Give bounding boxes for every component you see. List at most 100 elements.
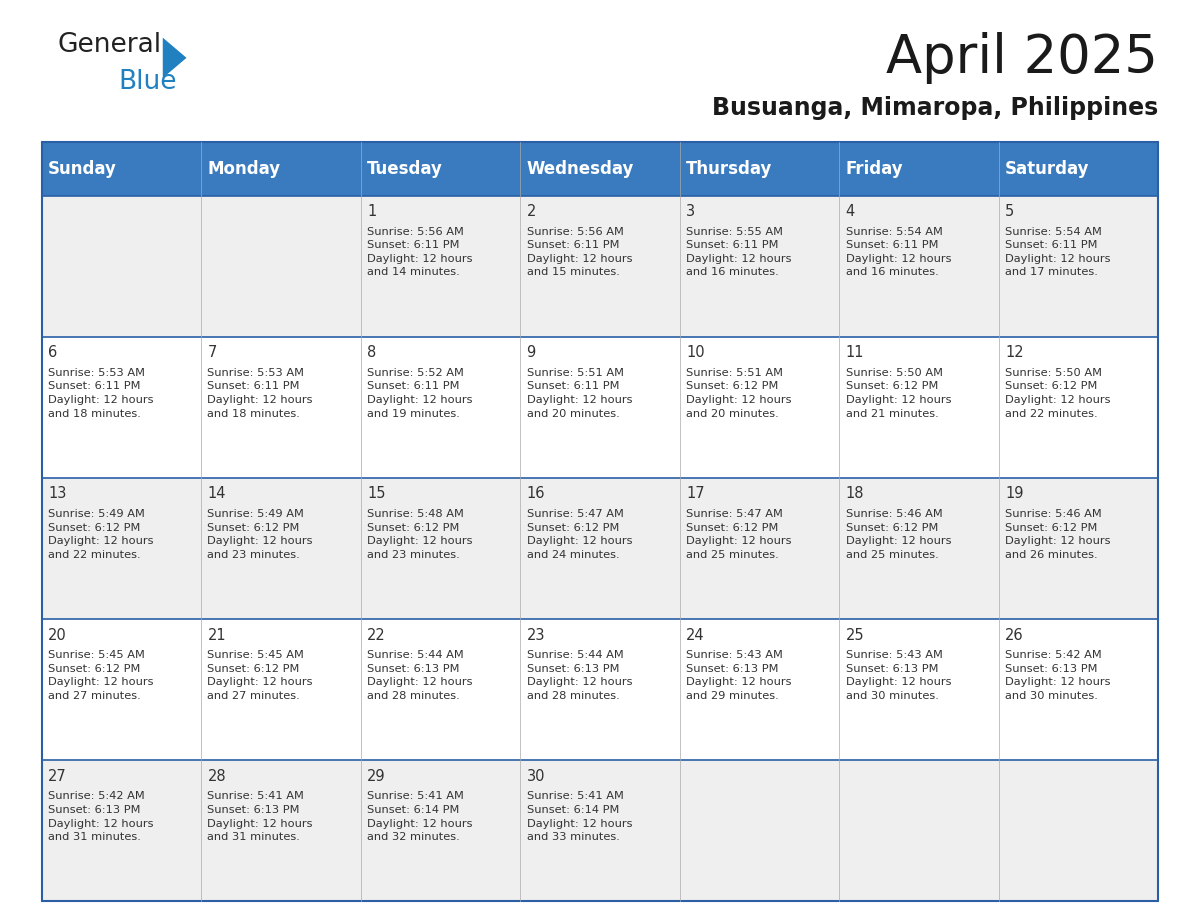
Text: Sunrise: 5:43 AM
Sunset: 6:13 PM
Daylight: 12 hours
and 30 minutes.: Sunrise: 5:43 AM Sunset: 6:13 PM Dayligh… <box>846 650 952 701</box>
Text: Monday: Monday <box>208 160 280 178</box>
Text: 16: 16 <box>526 487 545 501</box>
Bar <box>999 760 1158 901</box>
Text: Sunrise: 5:53 AM
Sunset: 6:11 PM
Daylight: 12 hours
and 18 minutes.: Sunrise: 5:53 AM Sunset: 6:11 PM Dayligh… <box>208 368 312 419</box>
Text: 26: 26 <box>1005 628 1024 643</box>
Text: Sunrise: 5:54 AM
Sunset: 6:11 PM
Daylight: 12 hours
and 17 minutes.: Sunrise: 5:54 AM Sunset: 6:11 PM Dayligh… <box>1005 227 1111 277</box>
Bar <box>520 337 680 478</box>
Bar <box>839 196 999 337</box>
Text: 17: 17 <box>687 487 704 501</box>
Text: 27: 27 <box>48 768 67 784</box>
Text: 20: 20 <box>48 628 67 643</box>
Text: Sunrise: 5:50 AM
Sunset: 6:12 PM
Daylight: 12 hours
and 21 minutes.: Sunrise: 5:50 AM Sunset: 6:12 PM Dayligh… <box>846 368 952 419</box>
Text: 7: 7 <box>208 345 217 360</box>
Text: Sunrise: 5:46 AM
Sunset: 6:12 PM
Daylight: 12 hours
and 26 minutes.: Sunrise: 5:46 AM Sunset: 6:12 PM Dayligh… <box>1005 509 1111 560</box>
Text: Sunrise: 5:49 AM
Sunset: 6:12 PM
Daylight: 12 hours
and 22 minutes.: Sunrise: 5:49 AM Sunset: 6:12 PM Dayligh… <box>48 509 153 560</box>
Text: 4: 4 <box>846 204 855 219</box>
Text: Sunrise: 5:41 AM
Sunset: 6:14 PM
Daylight: 12 hours
and 32 minutes.: Sunrise: 5:41 AM Sunset: 6:14 PM Dayligh… <box>367 791 473 842</box>
Text: 13: 13 <box>48 487 67 501</box>
Bar <box>520 142 680 196</box>
Text: Sunday: Sunday <box>48 160 116 178</box>
Text: Sunrise: 5:54 AM
Sunset: 6:11 PM
Daylight: 12 hours
and 16 minutes.: Sunrise: 5:54 AM Sunset: 6:11 PM Dayligh… <box>846 227 952 277</box>
Text: 6: 6 <box>48 345 57 360</box>
Bar <box>201 337 361 478</box>
Bar <box>42 142 201 196</box>
Text: Sunrise: 5:51 AM
Sunset: 6:11 PM
Daylight: 12 hours
and 20 minutes.: Sunrise: 5:51 AM Sunset: 6:11 PM Dayligh… <box>526 368 632 419</box>
Text: 3: 3 <box>687 204 695 219</box>
Text: Sunrise: 5:50 AM
Sunset: 6:12 PM
Daylight: 12 hours
and 22 minutes.: Sunrise: 5:50 AM Sunset: 6:12 PM Dayligh… <box>1005 368 1111 419</box>
Text: Sunrise: 5:53 AM
Sunset: 6:11 PM
Daylight: 12 hours
and 18 minutes.: Sunrise: 5:53 AM Sunset: 6:11 PM Dayligh… <box>48 368 153 419</box>
Text: Sunrise: 5:45 AM
Sunset: 6:12 PM
Daylight: 12 hours
and 27 minutes.: Sunrise: 5:45 AM Sunset: 6:12 PM Dayligh… <box>48 650 153 701</box>
Text: Sunrise: 5:51 AM
Sunset: 6:12 PM
Daylight: 12 hours
and 20 minutes.: Sunrise: 5:51 AM Sunset: 6:12 PM Dayligh… <box>687 368 791 419</box>
Bar <box>839 142 999 196</box>
Text: Sunrise: 5:55 AM
Sunset: 6:11 PM
Daylight: 12 hours
and 16 minutes.: Sunrise: 5:55 AM Sunset: 6:11 PM Dayligh… <box>687 227 791 277</box>
Text: 22: 22 <box>367 628 386 643</box>
Bar <box>42 619 201 760</box>
Bar <box>201 760 361 901</box>
Text: Sunrise: 5:49 AM
Sunset: 6:12 PM
Daylight: 12 hours
and 23 minutes.: Sunrise: 5:49 AM Sunset: 6:12 PM Dayligh… <box>208 509 312 560</box>
Text: Thursday: Thursday <box>687 160 772 178</box>
Text: 18: 18 <box>846 487 864 501</box>
Bar <box>839 619 999 760</box>
Text: 19: 19 <box>1005 487 1024 501</box>
Bar <box>520 196 680 337</box>
Bar <box>520 760 680 901</box>
Bar <box>999 142 1158 196</box>
Bar <box>680 337 839 478</box>
Text: 2: 2 <box>526 204 536 219</box>
Bar <box>520 478 680 619</box>
Bar <box>680 760 839 901</box>
Bar <box>42 337 201 478</box>
Text: Sunrise: 5:44 AM
Sunset: 6:13 PM
Daylight: 12 hours
and 28 minutes.: Sunrise: 5:44 AM Sunset: 6:13 PM Dayligh… <box>526 650 632 701</box>
Text: General: General <box>57 32 162 58</box>
Text: Wednesday: Wednesday <box>526 160 634 178</box>
Text: Sunrise: 5:47 AM
Sunset: 6:12 PM
Daylight: 12 hours
and 24 minutes.: Sunrise: 5:47 AM Sunset: 6:12 PM Dayligh… <box>526 509 632 560</box>
Text: 28: 28 <box>208 768 226 784</box>
Bar <box>999 619 1158 760</box>
Text: Sunrise: 5:56 AM
Sunset: 6:11 PM
Daylight: 12 hours
and 14 minutes.: Sunrise: 5:56 AM Sunset: 6:11 PM Dayligh… <box>367 227 473 277</box>
Text: 23: 23 <box>526 628 545 643</box>
Text: 24: 24 <box>687 628 704 643</box>
Text: Sunrise: 5:43 AM
Sunset: 6:13 PM
Daylight: 12 hours
and 29 minutes.: Sunrise: 5:43 AM Sunset: 6:13 PM Dayligh… <box>687 650 791 701</box>
Bar <box>680 142 839 196</box>
Text: Sunrise: 5:42 AM
Sunset: 6:13 PM
Daylight: 12 hours
and 30 minutes.: Sunrise: 5:42 AM Sunset: 6:13 PM Dayligh… <box>1005 650 1111 701</box>
Bar <box>42 478 201 619</box>
Bar <box>361 142 520 196</box>
Text: Tuesday: Tuesday <box>367 160 443 178</box>
Text: 10: 10 <box>687 345 704 360</box>
Text: 1: 1 <box>367 204 377 219</box>
Text: April 2025: April 2025 <box>886 32 1158 84</box>
Bar <box>201 196 361 337</box>
Text: 29: 29 <box>367 768 386 784</box>
Bar <box>680 478 839 619</box>
Text: Sunrise: 5:46 AM
Sunset: 6:12 PM
Daylight: 12 hours
and 25 minutes.: Sunrise: 5:46 AM Sunset: 6:12 PM Dayligh… <box>846 509 952 560</box>
Bar <box>42 142 1158 901</box>
Bar <box>361 196 520 337</box>
Bar <box>520 619 680 760</box>
Bar <box>42 196 201 337</box>
Text: 9: 9 <box>526 345 536 360</box>
Text: 12: 12 <box>1005 345 1024 360</box>
Bar <box>361 337 520 478</box>
Bar <box>42 760 201 901</box>
Bar <box>999 337 1158 478</box>
Text: 25: 25 <box>846 628 864 643</box>
Text: Blue: Blue <box>119 69 177 95</box>
Text: Sunrise: 5:42 AM
Sunset: 6:13 PM
Daylight: 12 hours
and 31 minutes.: Sunrise: 5:42 AM Sunset: 6:13 PM Dayligh… <box>48 791 153 842</box>
Text: Friday: Friday <box>846 160 903 178</box>
Text: 5: 5 <box>1005 204 1015 219</box>
Bar <box>999 196 1158 337</box>
Text: 11: 11 <box>846 345 864 360</box>
Bar <box>361 478 520 619</box>
Text: Saturday: Saturday <box>1005 160 1089 178</box>
Text: 21: 21 <box>208 628 226 643</box>
Bar <box>999 478 1158 619</box>
Bar <box>361 760 520 901</box>
Text: Sunrise: 5:45 AM
Sunset: 6:12 PM
Daylight: 12 hours
and 27 minutes.: Sunrise: 5:45 AM Sunset: 6:12 PM Dayligh… <box>208 650 312 701</box>
Bar <box>839 478 999 619</box>
Text: 30: 30 <box>526 768 545 784</box>
Text: Sunrise: 5:41 AM
Sunset: 6:14 PM
Daylight: 12 hours
and 33 minutes.: Sunrise: 5:41 AM Sunset: 6:14 PM Dayligh… <box>526 791 632 842</box>
Bar <box>201 478 361 619</box>
Text: 15: 15 <box>367 487 386 501</box>
Text: Sunrise: 5:56 AM
Sunset: 6:11 PM
Daylight: 12 hours
and 15 minutes.: Sunrise: 5:56 AM Sunset: 6:11 PM Dayligh… <box>526 227 632 277</box>
Text: 8: 8 <box>367 345 377 360</box>
